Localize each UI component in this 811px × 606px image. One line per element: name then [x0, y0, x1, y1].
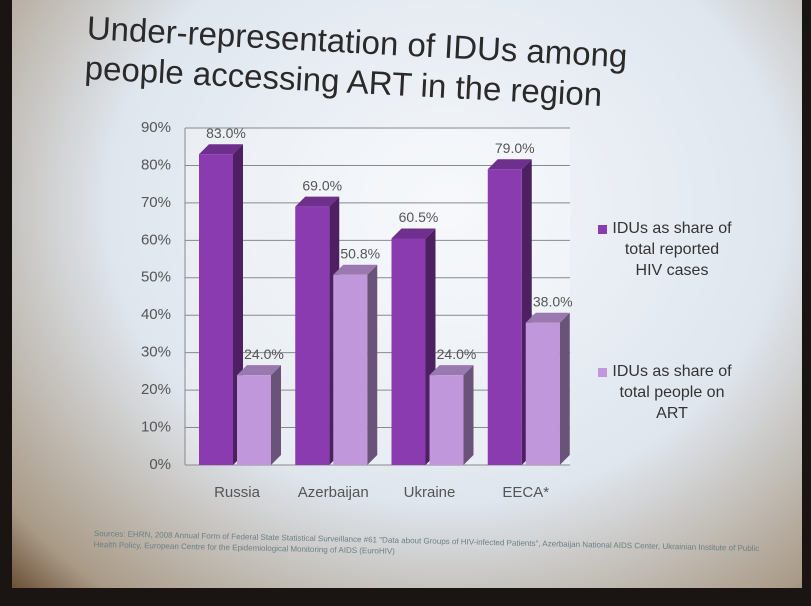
bar — [199, 154, 233, 465]
value-label: 69.0% — [302, 177, 342, 193]
value-label: 24.0% — [437, 346, 477, 362]
y-tick-label: 30% — [141, 344, 171, 361]
legend-swatch — [598, 225, 607, 234]
bar — [333, 275, 367, 465]
bar — [295, 207, 329, 465]
bar-side — [367, 265, 377, 465]
y-tick-label: 90% — [141, 119, 171, 136]
bar-side — [560, 313, 570, 465]
bar — [488, 169, 522, 465]
value-label: 83.0% — [206, 125, 246, 141]
bar-side — [271, 365, 281, 465]
chart: 0% 10% 20% 30% 40% 50% 60% 70% 80% 90% Russia 83.0%… — [0, 0, 811, 606]
bar — [237, 375, 271, 465]
value-label: 24.0% — [244, 346, 284, 362]
value-label: 38.0% — [533, 293, 573, 309]
y-tick-label: 10% — [141, 419, 171, 436]
y-tick-label: 70% — [141, 194, 171, 211]
bar — [430, 375, 464, 465]
bar — [526, 323, 560, 465]
value-label: 50.8% — [340, 245, 380, 261]
y-tick-label: 50% — [141, 269, 171, 286]
legend-entry: IDUs as share of total reported HIV case… — [612, 218, 732, 281]
legend-swatch — [598, 368, 607, 377]
y-tick-label: 80% — [141, 156, 171, 173]
x-tick-label: Ukraine — [404, 484, 456, 501]
value-label: 60.5% — [399, 209, 439, 225]
x-tick-label: Russia — [214, 484, 261, 501]
x-tick-label: Azerbaijan — [298, 484, 369, 501]
legend-entry: IDUs as share of total people on ART — [612, 361, 732, 424]
bar-side — [464, 365, 474, 465]
x-tick-label: EECA* — [502, 484, 549, 501]
bar — [392, 238, 426, 465]
y-tick-label: 0% — [149, 456, 171, 473]
y-tick-label: 20% — [141, 381, 171, 398]
y-tick-label: 40% — [141, 306, 171, 323]
value-label: 79.0% — [495, 140, 535, 156]
screen: Under-representation of IDUs among peopl… — [0, 0, 811, 606]
y-tick-label: 60% — [141, 231, 171, 248]
